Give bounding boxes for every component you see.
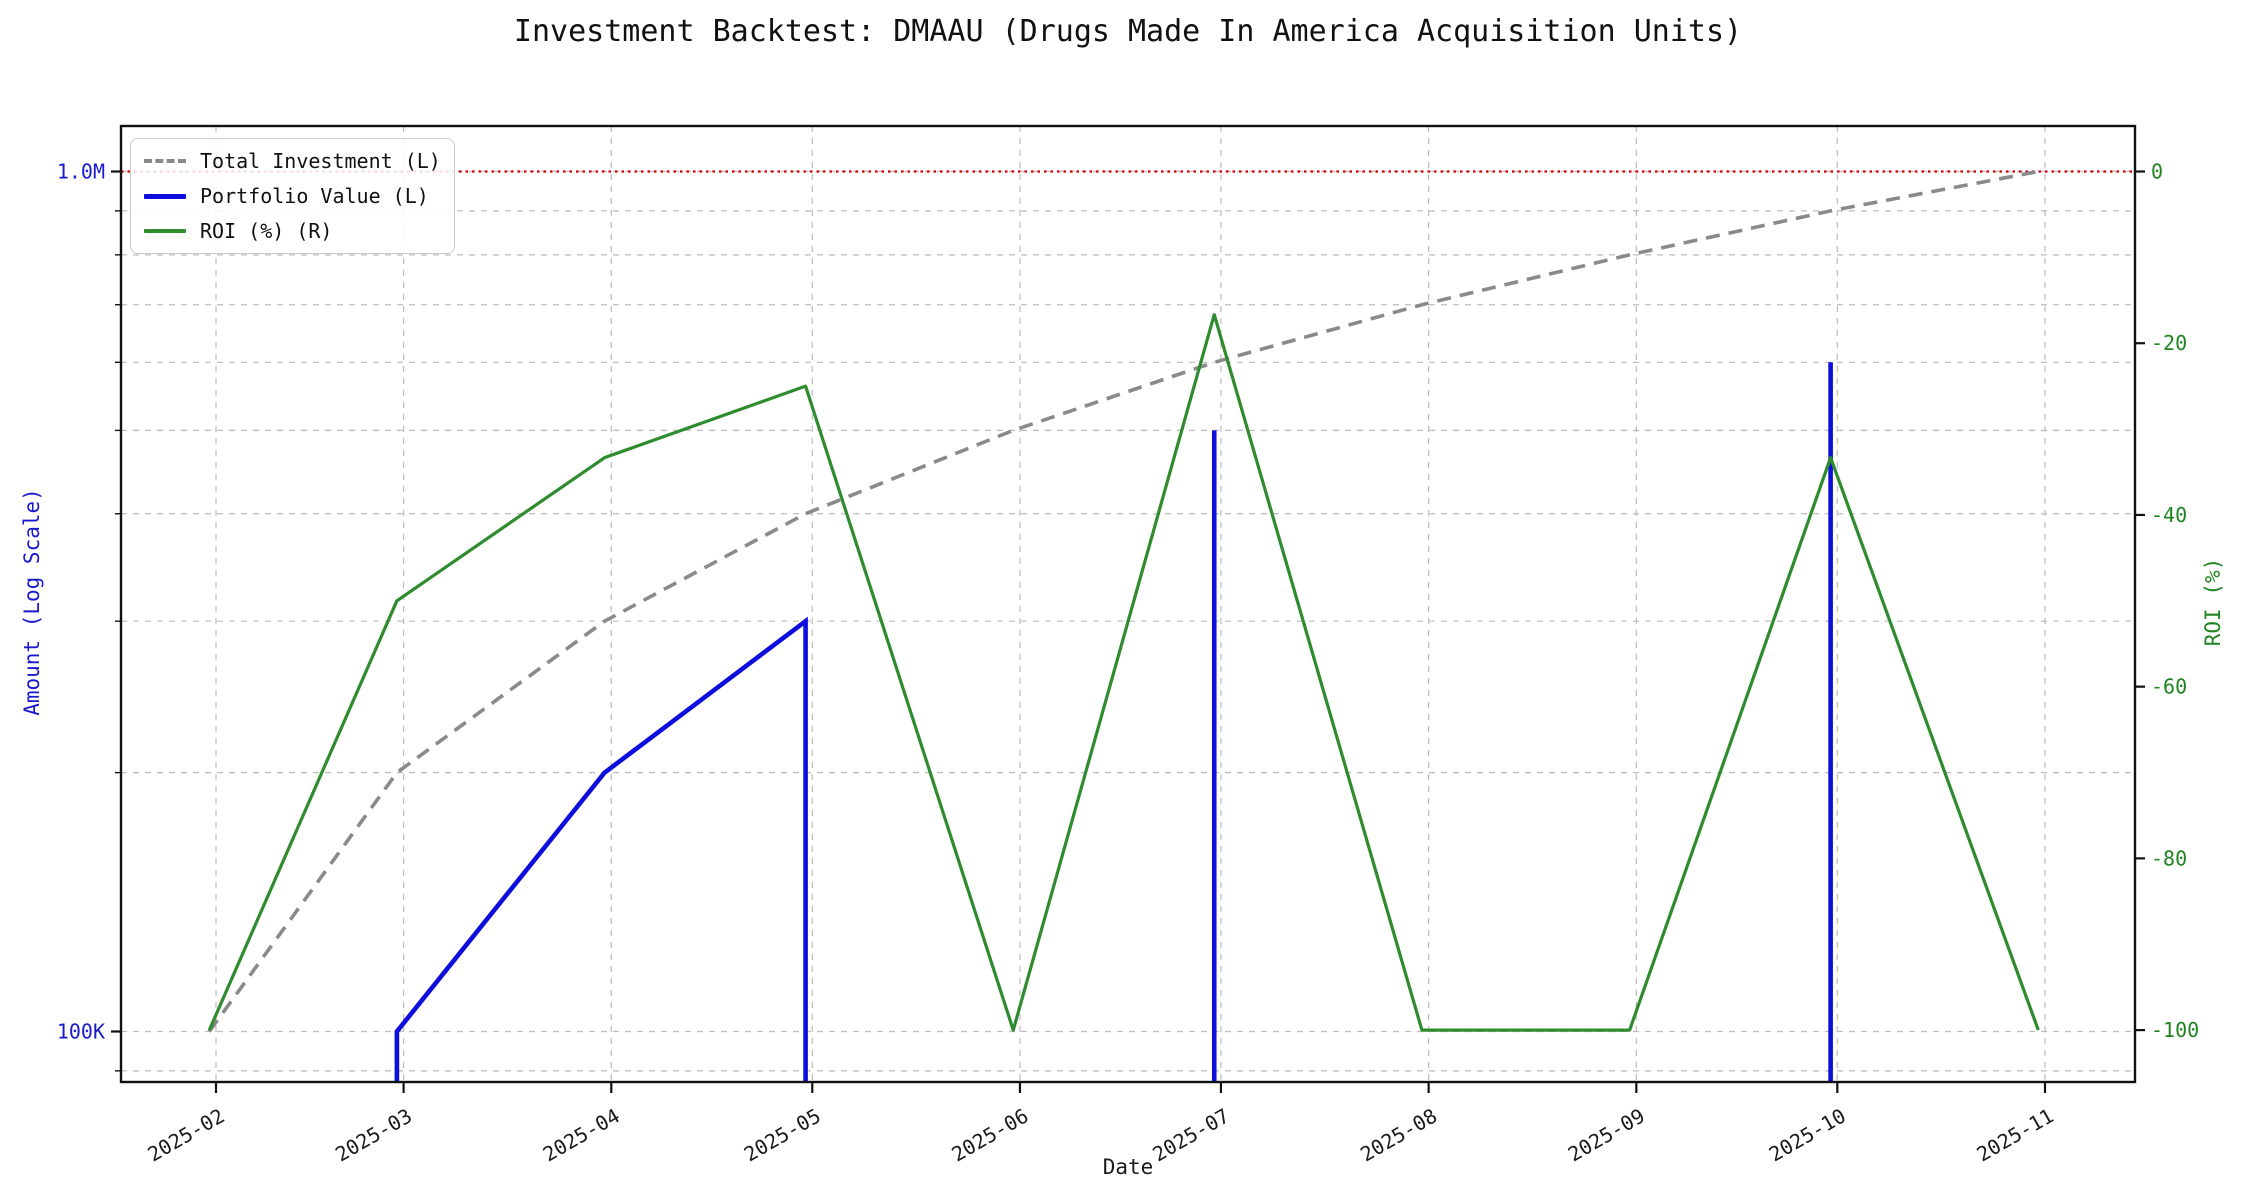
x-tick-label: 2025-04 [539,1104,624,1167]
y-right-tick-label: -80 [2151,846,2187,870]
legend-label: ROI (%) (R) [200,219,333,243]
right-axis-label: ROI (%) [2201,557,2225,647]
left-axis-label: Amount (Log Scale) [20,488,44,716]
y-left-tick-label: 100K [57,1020,105,1044]
x-tick-label: 2025-07 [1148,1104,1233,1167]
y-right-tick-label: -40 [2151,503,2187,527]
legend: Total Investment (L) Portfolio Value (L)… [130,138,455,254]
x-tick-label: 2025-08 [1356,1104,1441,1167]
y-right-tick-label: -20 [2151,331,2187,355]
legend-item-total-investment: Total Investment (L) [144,146,441,176]
plot-frame [119,124,2137,1084]
y-right-tick-label: 0 [2151,160,2163,184]
solid-green-line-swatch-icon [144,229,186,233]
legend-label: Total Investment (L) [200,149,441,173]
y-right-tick-label: -100 [2151,1018,2199,1042]
chart-title: Investment Backtest: DMAAU (Drugs Made I… [513,14,1743,49]
legend-label: Portfolio Value (L) [200,184,429,208]
legend-item-portfolio-value: Portfolio Value (L) [144,181,441,211]
y-left-tick-label: 1.0M [57,160,105,184]
roi-line [207,313,2040,1032]
x-tick-label: 2025-05 [740,1104,825,1167]
x-tick-label: 2025-06 [947,1104,1032,1167]
solid-blue-line-swatch-icon [144,193,186,199]
y-right-tick-label: -60 [2151,675,2187,699]
x-tick-label: 2025-02 [143,1104,228,1167]
x-tick-label: 2025-10 [1765,1104,1850,1167]
total-investment-line [207,169,2039,1033]
dashed-line-swatch-icon [144,159,186,163]
x-tick-label: 2025-03 [331,1104,416,1167]
x-tick-label: 2025-09 [1564,1104,1649,1167]
x-tick-label: 2025-11 [1972,1104,2057,1167]
x-axis-label: Date [1102,1155,1154,1179]
legend-item-roi: ROI (%) (R) [144,216,441,246]
portfolio-value-line [394,362,1833,1082]
